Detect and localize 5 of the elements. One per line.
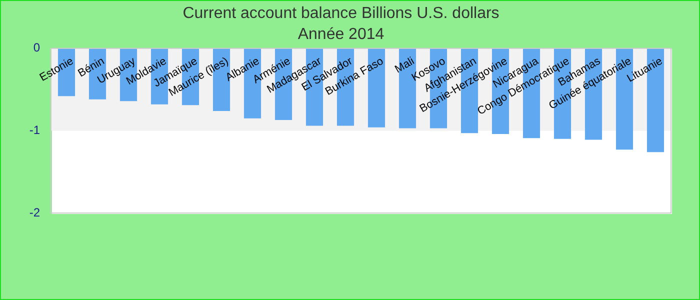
chart-title: Current account balance Billions U.S. dollars [182,5,500,22]
y-tick-label: -1 [29,123,40,138]
y-tick-label: 0 [33,40,40,55]
chart-subtitle: Année 2014 [298,26,384,44]
y-tick-label: -2 [29,205,40,220]
